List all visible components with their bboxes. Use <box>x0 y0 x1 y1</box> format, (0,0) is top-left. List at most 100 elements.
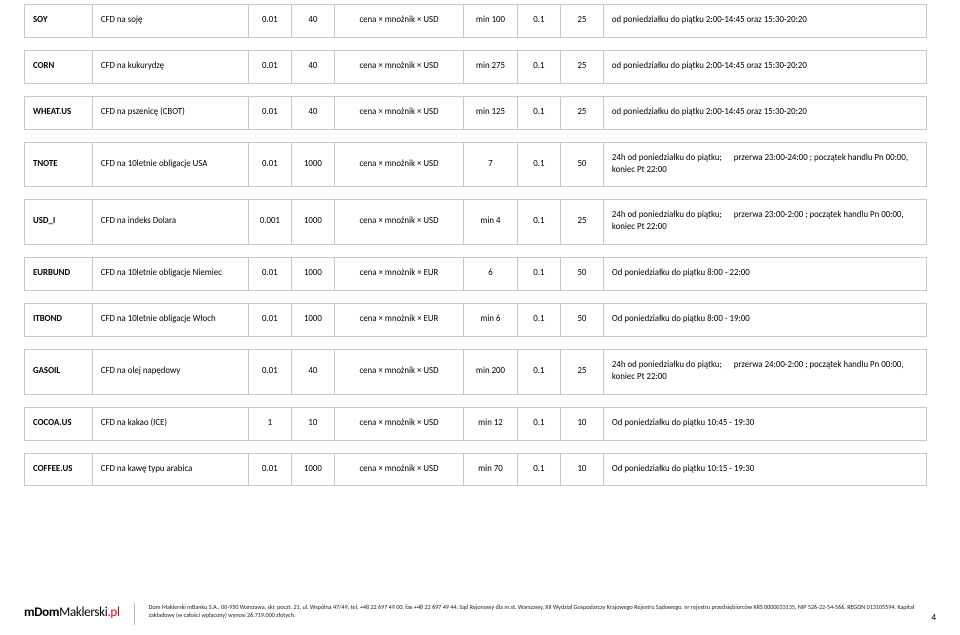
name-cell: CFD na 10letnie obligacje Niemiec <box>92 258 248 291</box>
formula-cell: cena × mnożnik × USD <box>334 5 463 38</box>
symbol-cell: GASOIL <box>25 349 93 394</box>
hours-cell: 24h od poniedziałku do piątku; przerwa 2… <box>603 200 926 245</box>
value2-cell: 1000 <box>291 453 334 486</box>
formula-cell: cena × mnożnik × USD <box>334 96 463 129</box>
step-cell: 0.1 <box>517 5 560 38</box>
name-cell: CFD na soję <box>92 5 248 38</box>
symbol-cell: ITBOND <box>25 304 93 337</box>
min-cell: min 275 <box>464 50 518 83</box>
symbol-cell: SOY <box>25 5 93 38</box>
leverage-cell: 10 <box>560 407 603 440</box>
step-cell: 0.1 <box>517 407 560 440</box>
hours-cell: Od poniedziałku do piątku 8:00 - 22:00 <box>603 258 926 291</box>
hours-cell: 24h od poniedziałku do piątku; przerwa 2… <box>603 142 926 187</box>
formula-cell: cena × mnożnik × USD <box>334 50 463 83</box>
name-cell: CFD na kawę typu arabica <box>92 453 248 486</box>
instrument-row: SOYCFD na soję0.0140cena × mnożnik × USD… <box>24 4 927 38</box>
step-cell: 0.1 <box>517 50 560 83</box>
instrument-row: USD_ICFD na indeks Dolara0.0011000cena ×… <box>24 199 927 245</box>
step-cell: 0.1 <box>517 453 560 486</box>
hours-cell: od poniedziałku do piątku 2:00-14:45 ora… <box>603 96 926 129</box>
legal-text: Dom Maklerski mBanku S.A., 00-950 Warsza… <box>149 603 936 619</box>
formula-cell: cena × mnożnik × USD <box>334 453 463 486</box>
hours-cell: od poniedziałku do piątku 2:00-14:45 ora… <box>603 5 926 38</box>
min-cell: min 100 <box>464 5 518 38</box>
name-cell: CFD na 10letnie obligacje Włoch <box>92 304 248 337</box>
value2-cell: 1000 <box>291 142 334 187</box>
symbol-cell: CORN <box>25 50 93 83</box>
hours-cell: Od poniedziałku do piątku 8:00 - 19:00 <box>603 304 926 337</box>
step-cell: 0.1 <box>517 304 560 337</box>
instrument-row: GASOILCFD na olej napędowy0.0140cena × m… <box>24 349 927 395</box>
value2-cell: 40 <box>291 96 334 129</box>
instrument-row: COFFEE.USCFD na kawę typu arabica0.01100… <box>24 453 927 487</box>
formula-cell: cena × mnożnik × USD <box>334 200 463 245</box>
name-cell: CFD na kakao (ICE) <box>92 407 248 440</box>
leverage-cell: 50 <box>560 304 603 337</box>
instrument-tables: SOYCFD na soję0.0140cena × mnożnik × USD… <box>0 0 960 486</box>
min-cell: min 70 <box>464 453 518 486</box>
symbol-cell: WHEAT.US <box>25 96 93 129</box>
formula-cell: cena × mnożnik × USD <box>334 349 463 394</box>
leverage-cell: 50 <box>560 258 603 291</box>
formula-cell: cena × mnożnik × EUR <box>334 304 463 337</box>
min-cell: 6 <box>464 258 518 291</box>
formula-cell: cena × mnożnik × USD <box>334 142 463 187</box>
formula-cell: cena × mnożnik × EUR <box>334 258 463 291</box>
footer-divider <box>134 603 135 625</box>
name-cell: CFD na 10letnie obligacje USA <box>92 142 248 187</box>
leverage-cell: 50 <box>560 142 603 187</box>
step-cell: 0.1 <box>517 258 560 291</box>
page-number: 4 <box>931 612 936 623</box>
min-cell: min 125 <box>464 96 518 129</box>
leverage-cell: 10 <box>560 453 603 486</box>
name-cell: CFD na kukurydzę <box>92 50 248 83</box>
step-cell: 0.1 <box>517 96 560 129</box>
value2-cell: 1000 <box>291 200 334 245</box>
min-cell: min 12 <box>464 407 518 440</box>
instrument-row: COCOA.USCFD na kakao (ICE)110cena × mnoż… <box>24 407 927 441</box>
step-cell: 0.1 <box>517 349 560 394</box>
value2-cell: 40 <box>291 5 334 38</box>
symbol-cell: USD_I <box>25 200 93 245</box>
leverage-cell: 25 <box>560 96 603 129</box>
value1-cell: 0.01 <box>248 258 291 291</box>
hours-cell: od poniedziałku do piątku 2:00-14:45 ora… <box>603 50 926 83</box>
min-cell: 7 <box>464 142 518 187</box>
value1-cell: 0.01 <box>248 453 291 486</box>
leverage-cell: 25 <box>560 5 603 38</box>
broker-logo: mDomMaklerski.pl <box>24 603 120 620</box>
leverage-cell: 25 <box>560 50 603 83</box>
value1-cell: 1 <box>248 407 291 440</box>
leverage-cell: 25 <box>560 349 603 394</box>
value1-cell: 0.01 <box>248 96 291 129</box>
step-cell: 0.1 <box>517 200 560 245</box>
hours-cell: Od poniedziałku do piątku 10:45 - 19:30 <box>603 407 926 440</box>
hours-cell: 24h od poniedziałku do piątku; przerwa 2… <box>603 349 926 394</box>
value1-cell: 0.01 <box>248 50 291 83</box>
logo-part-1: mDom <box>24 605 59 620</box>
value1-cell: 0.01 <box>248 349 291 394</box>
value2-cell: 10 <box>291 407 334 440</box>
symbol-cell: COFFEE.US <box>25 453 93 486</box>
symbol-cell: EURBUND <box>25 258 93 291</box>
min-cell: min 200 <box>464 349 518 394</box>
hours-cell: Od poniedziałku do piątku 10:15 - 19:30 <box>603 453 926 486</box>
name-cell: CFD na indeks Dolara <box>92 200 248 245</box>
symbol-cell: COCOA.US <box>25 407 93 440</box>
instrument-row: WHEAT.USCFD na pszenicę (CBOT)0.0140cena… <box>24 96 927 130</box>
min-cell: min 4 <box>464 200 518 245</box>
value2-cell: 40 <box>291 349 334 394</box>
step-cell: 0.1 <box>517 142 560 187</box>
name-cell: CFD na pszenicę (CBOT) <box>92 96 248 129</box>
value2-cell: 40 <box>291 50 334 83</box>
min-cell: min 6 <box>464 304 518 337</box>
symbol-cell: TNOTE <box>25 142 93 187</box>
logo-part-2: Maklerski <box>59 605 107 620</box>
value1-cell: 0.01 <box>248 304 291 337</box>
name-cell: CFD na olej napędowy <box>92 349 248 394</box>
formula-cell: cena × mnożnik × USD <box>334 407 463 440</box>
instrument-row: EURBUNDCFD na 10letnie obligacje Niemiec… <box>24 257 927 291</box>
value1-cell: 0.01 <box>248 142 291 187</box>
page-footer: mDomMaklerski.pl Dom Maklerski mBanku S.… <box>24 603 936 625</box>
